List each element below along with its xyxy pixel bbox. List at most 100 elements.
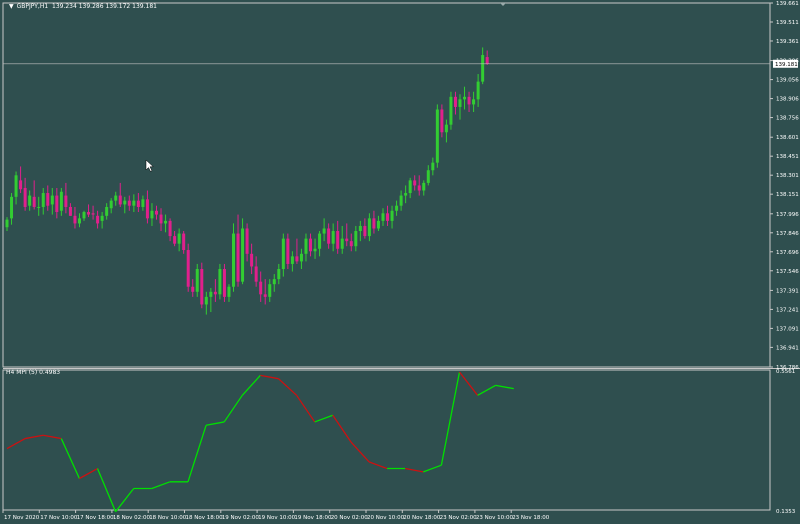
candle-body (37, 206, 41, 208)
time-axis-label: 20 Nov 10:00 (367, 515, 405, 521)
candle-body (331, 231, 335, 244)
candle-body (236, 233, 240, 282)
candle (431, 157, 435, 176)
candle-body (222, 269, 226, 297)
candle (295, 238, 299, 264)
candle-body (150, 210, 154, 219)
candle (281, 233, 285, 277)
indicator-segment (423, 464, 442, 473)
price-axis-label: 139.056 (776, 78, 799, 84)
price-axis-label: 138.756 (776, 116, 799, 122)
candle-body (259, 281, 263, 295)
candle (440, 104, 444, 138)
candle (14, 171, 18, 205)
price-axis: 139.661139.511139.361139.206139.056138.9… (770, 1, 799, 371)
candle-body (73, 215, 77, 224)
candle-body (23, 187, 27, 207)
candle (345, 223, 349, 247)
indicator-segment (115, 488, 135, 513)
candle (413, 175, 417, 191)
candle (91, 205, 95, 220)
candle (299, 248, 303, 270)
candle-body (367, 218, 371, 237)
candle-body (399, 195, 403, 206)
dropdown-triangle-icon[interactable]: ▼ (9, 3, 14, 10)
candle (114, 191, 118, 206)
candle-body (154, 210, 158, 215)
candle (426, 165, 430, 186)
candle (467, 91, 471, 113)
candle (68, 203, 72, 216)
candle-body (59, 191, 63, 211)
price-axis-label: 138.301 (776, 173, 799, 179)
symbol-title: GBPJPY,H1 (16, 3, 49, 10)
candle (218, 263, 222, 300)
ohlc-readout: 139.234 139.286 139.172 139.181 (52, 3, 157, 10)
candle (286, 233, 290, 270)
candle (336, 220, 340, 254)
candle (19, 166, 23, 194)
candle-body (127, 200, 131, 206)
time-axis-label: 23 Nov 18:00 (512, 515, 550, 521)
candle (96, 210, 100, 229)
candle (55, 187, 59, 219)
time-axis-label: 18 Nov 18:00 (186, 515, 224, 521)
candle-body (340, 238, 344, 249)
candle-body (41, 193, 45, 207)
price-axis-label: 138.601 (776, 135, 799, 141)
mouse-cursor-icon (145, 159, 154, 172)
candle (485, 50, 489, 65)
time-axis-label: 19 Nov 10:00 (258, 515, 296, 521)
chart-extras: 139.181 (3, 3, 798, 172)
price-axis-label: 139.661 (776, 1, 799, 7)
candle (232, 223, 235, 292)
candle (349, 233, 353, 252)
time-axis-label: 19 Nov 18:00 (294, 515, 332, 521)
candle-body (145, 199, 149, 219)
candle-body (14, 175, 18, 197)
candle-body (195, 269, 199, 292)
candle-body (191, 286, 195, 292)
candle-body (390, 210, 394, 221)
candle (290, 251, 294, 272)
candle-body (114, 195, 118, 201)
candle-body (440, 109, 444, 133)
candle-body (327, 228, 331, 244)
indicator-segment (241, 374, 261, 396)
candle (363, 218, 367, 239)
indicator-scale-high: 0.5561 (776, 369, 795, 375)
candle-body (232, 233, 235, 287)
candle-body (304, 238, 308, 254)
candle (381, 208, 385, 226)
candle-body (64, 195, 68, 207)
current-price-tag-text: 139.181 (775, 62, 798, 68)
candle-body (281, 238, 285, 270)
candle-body (467, 96, 471, 105)
candle-body (422, 182, 426, 191)
candle (390, 205, 394, 229)
indicator-segment (24, 434, 44, 440)
candle (250, 243, 254, 275)
candle (204, 291, 208, 315)
candle-body (345, 238, 349, 242)
time-axis-label: 20 Nov 02:00 (331, 515, 369, 521)
indicator-segment (79, 467, 98, 480)
candle (46, 185, 50, 211)
candle-body (254, 266, 258, 282)
candle-body (213, 291, 217, 295)
candle (472, 91, 476, 113)
indicator-layer: 0.5561 0.1353 (6, 369, 796, 515)
candle-body (132, 200, 136, 206)
candle-body (123, 200, 127, 205)
candle (449, 91, 453, 130)
candle (87, 204, 91, 218)
indicator-segment (314, 414, 334, 423)
candle (263, 279, 267, 305)
candle (105, 203, 109, 220)
candle (277, 263, 281, 285)
candle (127, 195, 131, 211)
price-axis-label: 136.786 (776, 365, 799, 371)
candle-body (449, 96, 453, 125)
